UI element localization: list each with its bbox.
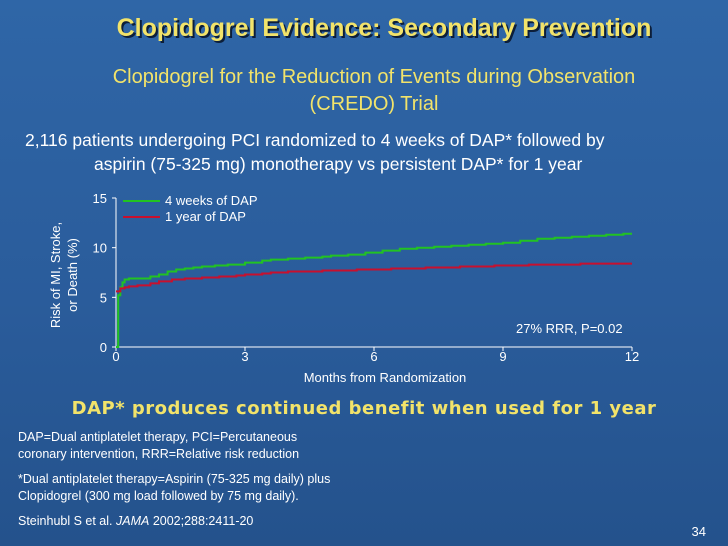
abbreviations-footnote: DAP=Dual antiplatelet therapy, PCI=Percu… — [18, 429, 398, 463]
legend-label-4wk: 4 weeks of DAP — [165, 193, 258, 208]
slide-title: Clopidogrel Evidence: Secondary Preventi… — [116, 14, 652, 42]
x-tick-label: 6 — [370, 349, 377, 364]
chart-legend: 4 weeks of DAP 1 year of DAP — [123, 193, 258, 224]
citation-authors: Steinhubl S et al. — [18, 514, 113, 528]
trial-description: 2,116 patients undergoing PCI randomized… — [25, 128, 705, 176]
x-tick-label: 3 — [241, 349, 248, 364]
y-axis-label-line-1: Risk of MI, Stroke, — [48, 222, 63, 328]
dap-definition-footnote: *Dual antiplatelet therapy=Aspirin (75-3… — [18, 471, 398, 505]
subtitle-line-1: Clopidogrel for the Reduction of Events … — [112, 66, 636, 88]
footnote-1-line-1: DAP=Dual antiplatelet therapy, PCI=Percu… — [18, 430, 298, 444]
y-tick-label: 10 — [93, 241, 107, 256]
citation: Steinhubl S et al. JAMA 2002;288:2411-20 — [18, 513, 398, 530]
y-axis-label-line-2: or Death (%) — [65, 238, 80, 312]
x-axis-label: Months from Randomization — [304, 370, 467, 385]
series-4-weeks-dap — [116, 232, 632, 348]
y-axis-label: Risk of MI, Stroke, or Death (%) — [48, 222, 80, 328]
footnote-2-line-2: Clopidogrel (300 mg load followed by 75 … — [18, 489, 299, 503]
description-line-1: 2,116 patients undergoing PCI randomized… — [25, 130, 605, 150]
y-tick-label: 5 — [100, 290, 107, 305]
chart-series — [116, 232, 632, 348]
x-tick-label: 12 — [625, 349, 639, 364]
subtitle-line-2: (CREDO) Trial — [309, 93, 439, 115]
description-line-2: aspirin (75-325 mg) monotherapy vs persi… — [94, 154, 583, 174]
legend-label-1yr: 1 year of DAP — [165, 209, 246, 224]
conclusion-statement: DAP* produces continued benefit when use… — [71, 398, 657, 419]
citation-details: 2002;288:2411-20 — [152, 514, 254, 528]
footnote-1-line-2: coronary intervention, RRR=Relative risk… — [18, 447, 300, 461]
x-tick-labels: 0 3 6 9 12 — [112, 347, 639, 364]
x-tick-label: 0 — [112, 349, 119, 364]
citation-journal: JAMA — [116, 514, 150, 528]
trial-subtitle: Clopidogrel for the Reduction of Events … — [40, 64, 708, 118]
y-tick-label: 0 — [100, 340, 107, 355]
page-number: 34 — [691, 524, 706, 539]
y-tick-label: 15 — [93, 191, 107, 206]
y-tick-labels: 0 5 10 15 — [93, 191, 116, 355]
x-tick-label: 9 — [499, 349, 506, 364]
rrr-annotation: 27% RRR, P=0.02 — [516, 321, 623, 336]
series-1-year-dap — [116, 262, 632, 293]
credo-line-chart: 0 5 10 15 0 3 6 9 12 4 weeks of DAP 1 year of D… — [48, 191, 639, 385]
footnote-2-line-1: *Dual antiplatelet therapy=Aspirin (75-3… — [18, 472, 331, 486]
